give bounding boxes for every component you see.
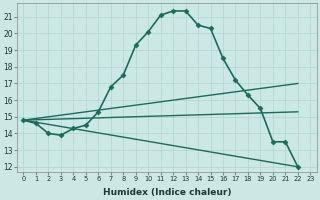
- X-axis label: Humidex (Indice chaleur): Humidex (Indice chaleur): [103, 188, 231, 197]
